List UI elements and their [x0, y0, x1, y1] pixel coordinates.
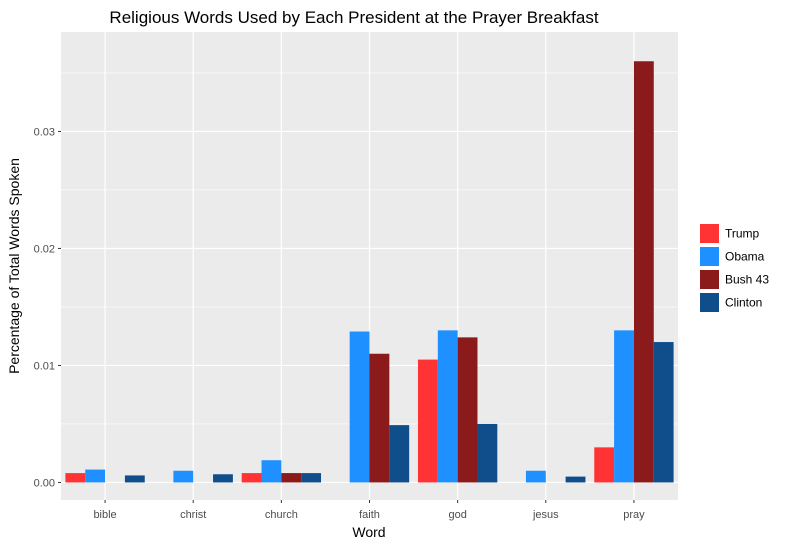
x-axis: bible christ church faith god jesus pray: [93, 500, 645, 521]
y-axis-title: Percentage of Total Words Spoken: [6, 158, 22, 374]
bar: [633, 61, 654, 483]
y-tick-label: 0.02: [34, 243, 55, 255]
major-gridlines: [61, 32, 678, 500]
bar: [124, 475, 145, 483]
y-axis: 0.00 0.01 0.02 0.03: [34, 126, 61, 489]
bar: [301, 473, 322, 483]
x-tick-label: pray: [623, 509, 645, 521]
bar: [525, 470, 546, 483]
bar: [261, 460, 282, 483]
y-tick-label: 0.01: [34, 360, 55, 372]
bar: [389, 425, 410, 483]
y-tick-label: 0.03: [34, 126, 55, 138]
bar: [457, 337, 478, 483]
bar: [614, 330, 634, 483]
bar: [281, 473, 302, 483]
legend-key: [700, 247, 719, 266]
legend-label: Bush 43: [725, 273, 769, 287]
x-tick-label: bible: [93, 509, 116, 521]
bar: [565, 476, 586, 483]
x-tick-label: god: [448, 509, 466, 521]
legend-label: Obama: [725, 250, 765, 264]
bar: [369, 353, 390, 483]
x-tick-label: church: [265, 509, 298, 521]
bar: [65, 473, 86, 483]
legend-key: [700, 224, 719, 243]
bar: [173, 470, 194, 483]
bar: [417, 359, 438, 483]
bar: [594, 447, 615, 483]
y-tick-label: 0.00: [34, 477, 55, 489]
bar: [477, 423, 498, 483]
bar: [653, 342, 674, 483]
legend: Trump Obama Bush 43 Clinton: [700, 224, 769, 312]
legend-key: [700, 293, 719, 312]
bar: [349, 331, 370, 483]
legend-label: Trump: [725, 227, 760, 241]
chart-title: Religious Words Used by Each President a…: [109, 8, 598, 27]
bar: [85, 469, 106, 483]
bar: [213, 474, 233, 483]
x-axis-title: Word: [352, 524, 385, 540]
bar: [437, 330, 458, 483]
bars: [65, 61, 674, 483]
x-tick-label: christ: [180, 509, 206, 521]
legend-key: [700, 270, 719, 289]
legend-label: Clinton: [725, 296, 762, 310]
bar: [241, 473, 262, 483]
x-tick-label: faith: [359, 509, 380, 521]
x-tick-label: jesus: [532, 509, 559, 521]
